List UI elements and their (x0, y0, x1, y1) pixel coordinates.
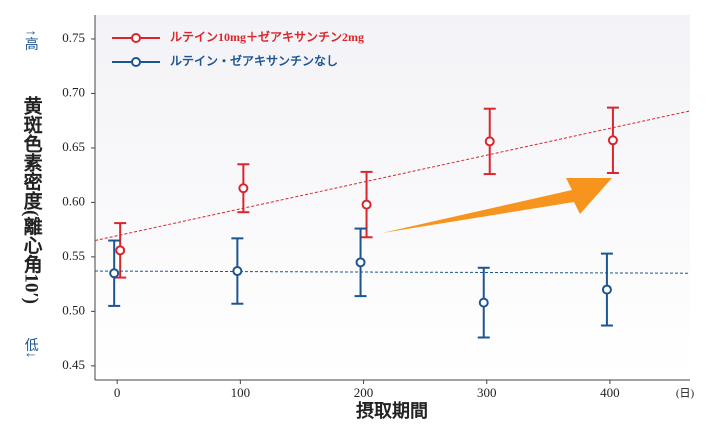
x-unit: (日) (676, 388, 695, 400)
trend-line (94, 270, 691, 274)
y-tick-label: 0.60 (62, 193, 85, 208)
point (232, 266, 243, 277)
y-tick-label: 0.75 (62, 30, 85, 45)
y-tick-label: 0.50 (62, 302, 85, 317)
y-tick-label: 0.55 (62, 248, 85, 263)
y-tick-label: 0.45 (62, 357, 85, 372)
point (109, 268, 120, 279)
plot-area (95, 15, 690, 380)
legend-marker (131, 33, 141, 43)
point (484, 136, 495, 147)
arrow (382, 178, 612, 233)
point (361, 199, 372, 210)
legend-label: ルテイン・ゼアキサンチンなし (170, 53, 338, 68)
point (478, 297, 489, 308)
x-tick-label: 0 (114, 385, 121, 400)
x-tick-label: 400 (600, 385, 620, 400)
x-tick-label: 200 (354, 385, 374, 400)
point (607, 135, 618, 146)
y-axis-label: 黄斑色素密度(離心角10′) (21, 95, 43, 304)
y-tick-label: 0.65 (62, 139, 85, 154)
x-axis-label: 摂取期間 (356, 400, 428, 421)
point (238, 183, 249, 194)
y-high: ↑高 (23, 30, 39, 51)
point (355, 257, 366, 268)
trend-line (94, 110, 691, 242)
x-tick-label: 100 (231, 385, 251, 400)
point (115, 245, 126, 256)
legend-label: ルテイン10mg＋ゼアキサンチン2mg (170, 29, 364, 44)
x-tick-label: 300 (477, 385, 497, 400)
y-low: 低↓ (23, 338, 39, 359)
y-tick-label: 0.70 (62, 84, 85, 99)
point (601, 284, 612, 295)
legend-marker (131, 57, 141, 67)
